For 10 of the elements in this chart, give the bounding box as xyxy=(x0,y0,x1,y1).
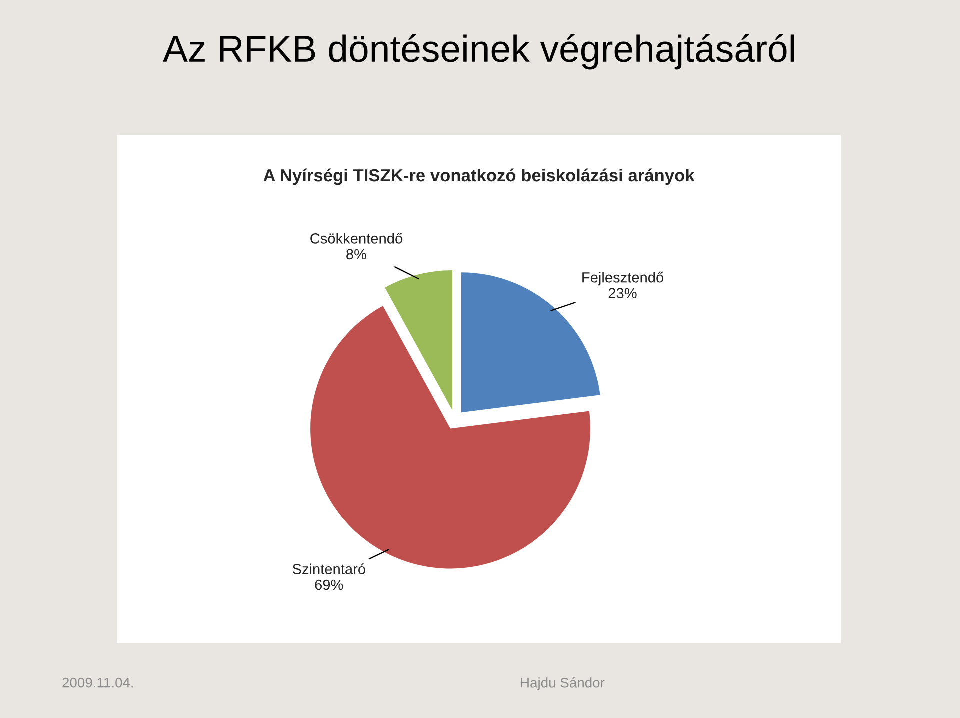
slice-label: Szintentaró xyxy=(292,564,366,574)
data-label: 8% xyxy=(346,249,366,260)
chart-subtitle: A Nyírségi TISZK-re vonatkozó beiskolázási arányok xyxy=(264,168,695,186)
slice-label: Csökkentendő xyxy=(310,232,403,244)
slice-label: Fejlesztendő xyxy=(582,272,664,286)
data-label: 69% xyxy=(315,580,344,590)
text: 2009.11.04. xyxy=(62,678,134,688)
data-label: 23% xyxy=(608,288,637,299)
chart-title: Az RFKB döntéseinek végrehajtásáról xyxy=(163,34,794,70)
text: Hajdu Sándor xyxy=(521,677,605,691)
